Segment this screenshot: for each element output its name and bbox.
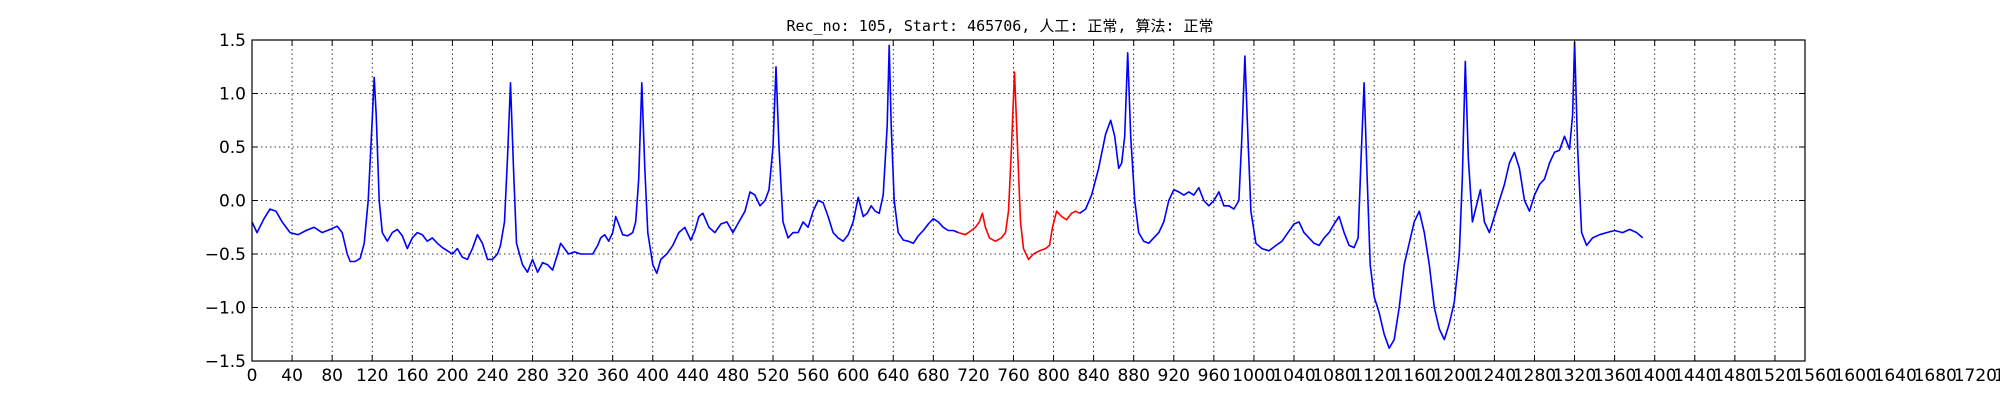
x-tick-label: 720 xyxy=(957,366,989,386)
x-tick-label: 40 xyxy=(281,366,303,386)
x-tick-label: 400 xyxy=(637,366,669,386)
plot-frame xyxy=(251,39,1806,362)
series-layer xyxy=(251,41,1644,349)
x-tick-label: 1240 xyxy=(1473,366,1516,386)
x-tick-label: 480 xyxy=(717,366,749,386)
x-tick-label: 840 xyxy=(1077,366,1109,386)
x-tick-label: 960 xyxy=(1198,366,1230,386)
x-tick-label: 1480 xyxy=(1713,366,1756,386)
series-line-ecg xyxy=(251,44,959,275)
grid-layer xyxy=(251,40,1805,361)
x-tick-label: 0 xyxy=(247,366,258,386)
y-tick-label: 0.5 xyxy=(219,138,246,158)
x-tick-label: 1600 xyxy=(1833,366,1876,386)
x-tick-label: 240 xyxy=(476,366,508,386)
y-tick-label: −1.5 xyxy=(205,352,246,372)
x-tick-label: 1360 xyxy=(1593,366,1636,386)
x-tick-label: 880 xyxy=(1117,366,1149,386)
x-tick-label: 1080 xyxy=(1312,366,1355,386)
x-tick-label: 1400 xyxy=(1633,366,1676,386)
y-tick-label: 1.5 xyxy=(219,31,246,51)
series-line-ecg-highlight xyxy=(958,71,1080,261)
x-tick-label: 120 xyxy=(356,366,388,386)
x-tick-label: 360 xyxy=(596,366,628,386)
tick-layer xyxy=(251,39,1805,362)
series-line-ecg-tail xyxy=(1079,41,1644,349)
x-tick-label: 680 xyxy=(917,366,949,386)
label-layer: 0 40 80 120 160 200 240 280 320 360 400 440 480 520 56… xyxy=(205,31,2000,386)
chart-title: Rec_no: 105, Start: 465706, 人工: 正常, 算法: … xyxy=(786,17,1213,35)
x-tick-label: 1160 xyxy=(1393,366,1436,386)
x-tick-label: 1640 xyxy=(1874,366,1917,386)
y-tick-label: −1.0 xyxy=(205,299,246,319)
y-tick-label: 0.0 xyxy=(219,192,246,212)
x-tick-label: 600 xyxy=(837,366,869,386)
x-tick-label: 560 xyxy=(797,366,829,386)
x-tick-label: 1520 xyxy=(1753,366,1796,386)
x-tick-label: 1440 xyxy=(1673,366,1716,386)
x-tick-label: 80 xyxy=(321,366,343,386)
x-tick-label: 200 xyxy=(436,366,468,386)
x-tick-label: 1000 xyxy=(1232,366,1275,386)
y-tick-label: −0.5 xyxy=(205,245,246,265)
x-tick-label: 920 xyxy=(1158,366,1190,386)
x-tick-label: 520 xyxy=(757,366,789,386)
x-tick-label: 1280 xyxy=(1513,366,1556,386)
y-tick-label: 1.0 xyxy=(219,85,246,105)
x-tick-label: 320 xyxy=(556,366,588,386)
x-tick-label: 1320 xyxy=(1553,366,1596,386)
x-tick-label: 760 xyxy=(997,366,1029,386)
x-tick-label: 800 xyxy=(1037,366,1069,386)
x-tick-label: 1720 xyxy=(1954,366,1997,386)
x-tick-label: 1760 xyxy=(1994,366,2000,386)
x-tick-label: 1040 xyxy=(1272,366,1315,386)
x-tick-label: 1200 xyxy=(1433,366,1476,386)
x-tick-label: 1120 xyxy=(1353,366,1396,386)
x-tick-label: 440 xyxy=(677,366,709,386)
x-tick-label: 640 xyxy=(877,366,909,386)
x-tick-label: 1680 xyxy=(1914,366,1957,386)
x-tick-label: 160 xyxy=(396,366,428,386)
x-tick-label: 280 xyxy=(516,366,548,386)
x-tick-label: 1560 xyxy=(1793,366,1836,386)
